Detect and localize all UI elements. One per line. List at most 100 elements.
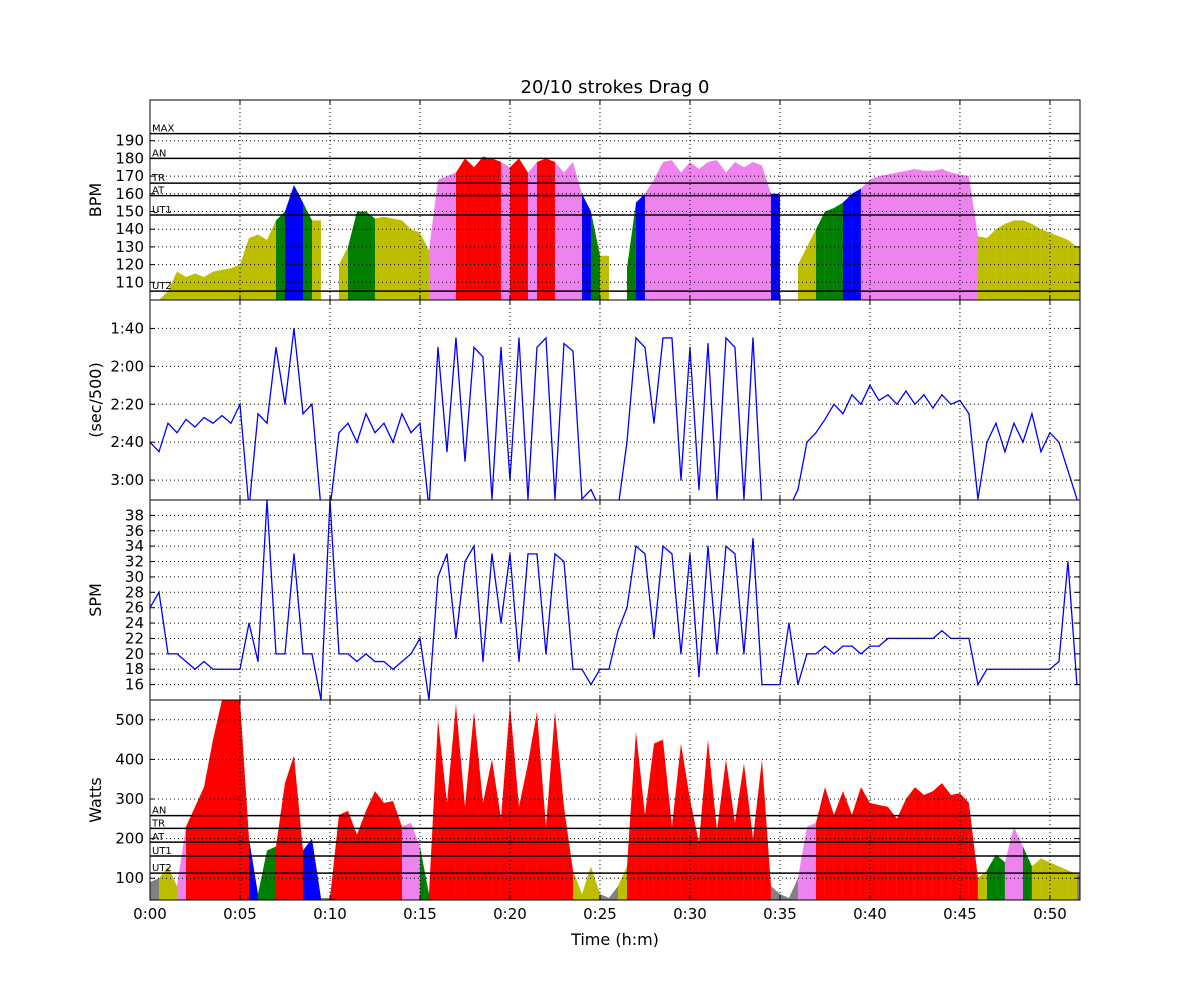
- data-point: [203, 416, 205, 419]
- y-tick-label: 30: [125, 568, 144, 586]
- area-segment: [455, 158, 465, 300]
- x-axis-label: Time (h:m): [570, 930, 659, 949]
- data-point: [572, 350, 574, 352]
- data-point: [608, 508, 609, 509]
- data-point: [176, 432, 178, 434]
- data-point: [1031, 413, 1033, 415]
- data-point: [320, 508, 321, 509]
- area-segment: [797, 246, 807, 300]
- y-tick-label: 160: [115, 185, 144, 203]
- data-point: [896, 637, 898, 640]
- zone-label-at: AT: [152, 832, 165, 843]
- data-point: [428, 508, 429, 509]
- area-segment: [401, 822, 411, 900]
- area-segment: [212, 269, 222, 300]
- area-segment: [464, 711, 474, 900]
- area-segment: [167, 271, 177, 300]
- area-segment: [869, 176, 879, 300]
- area-segment: [608, 886, 618, 900]
- panel-frame: [149, 699, 1081, 901]
- area-segment: [158, 866, 168, 900]
- area-segment: [563, 161, 573, 300]
- data-point: [698, 676, 700, 678]
- area-segment: [392, 218, 402, 300]
- area-segment: [662, 739, 672, 900]
- area-segment: [815, 787, 825, 900]
- area-segment: [842, 193, 852, 300]
- area-segment: [446, 172, 456, 300]
- area-segment: [554, 161, 564, 300]
- data-point: [752, 537, 754, 540]
- area-segment: [887, 806, 897, 900]
- area-segment: [932, 169, 942, 300]
- area-segment: [572, 161, 582, 300]
- area-segment: [914, 169, 924, 300]
- y-tick-label: 16: [125, 676, 144, 694]
- y-axis-label: SPM: [86, 583, 105, 617]
- area-segment: [662, 160, 672, 300]
- data-point: [770, 508, 771, 509]
- data-point: [473, 346, 475, 348]
- area-segment: [1022, 220, 1032, 300]
- data-layer: [150, 700, 1080, 900]
- data-point: [878, 645, 880, 647]
- data-point: [635, 545, 637, 547]
- area-segment: [986, 229, 996, 300]
- area-segment: [986, 854, 996, 900]
- data-point: [1058, 660, 1060, 663]
- data-point: [968, 413, 970, 415]
- area-segment: [905, 787, 915, 900]
- data-point: [518, 660, 520, 663]
- data-point: [500, 622, 502, 624]
- x-tick-label: 0:25: [583, 905, 617, 923]
- area-segment: [338, 246, 348, 300]
- data-point: [248, 622, 250, 624]
- area-segment: [653, 161, 663, 300]
- zone-label-tr: TR: [151, 818, 165, 829]
- area-segment: [671, 743, 681, 900]
- area-segment: [1058, 236, 1068, 300]
- panels: 110120130140150160170180190UT2UT1ATTRANM…: [86, 99, 1081, 923]
- area-segment: [266, 220, 276, 300]
- zone-label-an: AN: [152, 148, 166, 159]
- area-segment: [221, 700, 231, 900]
- area-segment: [185, 273, 195, 300]
- area-segment: [896, 799, 906, 900]
- y-tick-label: 500: [115, 711, 144, 729]
- area-segment: [698, 739, 708, 900]
- area-segment: [356, 211, 366, 300]
- y-tick-label: 24: [125, 614, 144, 632]
- area-segment: [158, 291, 168, 300]
- data-point: [1067, 470, 1069, 472]
- zone-label-ut2: UT2: [152, 281, 172, 292]
- area-segment: [518, 158, 528, 300]
- y-tick-label: 28: [125, 583, 144, 601]
- area-segment: [455, 703, 465, 900]
- series-line: [150, 500, 1078, 700]
- area-segment: [257, 234, 267, 300]
- area-segment: [527, 161, 537, 300]
- area-segment: [167, 866, 177, 900]
- data-point: [905, 390, 907, 392]
- data-point: [734, 553, 736, 555]
- zone-label-ut1: UT1: [152, 205, 172, 216]
- y-tick-label: 26: [125, 599, 144, 617]
- data-point: [923, 637, 925, 640]
- data-point: [419, 422, 421, 424]
- y-tick-label: 18: [125, 660, 144, 678]
- area-segment: [1076, 246, 1080, 300]
- area-segment: [284, 184, 294, 300]
- y-tick-label: 2:20: [110, 395, 144, 413]
- area-segment: [599, 894, 609, 900]
- x-tick-label: 0:20: [493, 905, 527, 923]
- data-point: [311, 403, 313, 405]
- data-point: [401, 413, 403, 415]
- y-tick-label: 36: [125, 522, 144, 540]
- data-point: [995, 668, 997, 670]
- data-point: [536, 346, 538, 348]
- zone-label-tr: TR: [151, 173, 165, 184]
- area-segment: [734, 763, 744, 900]
- data-point: [536, 553, 538, 555]
- data-point: [347, 653, 349, 655]
- data-point: [842, 645, 844, 647]
